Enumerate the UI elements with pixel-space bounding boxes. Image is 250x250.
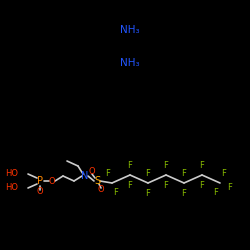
Text: NH₃: NH₃ (120, 58, 140, 68)
Text: F: F (146, 168, 150, 177)
Text: O: O (37, 188, 43, 196)
Text: F: F (227, 182, 232, 192)
Text: HO: HO (5, 184, 18, 192)
Text: F: F (128, 160, 132, 170)
Text: F: F (222, 169, 226, 178)
Text: N: N (81, 171, 89, 181)
Text: S: S (94, 176, 100, 186)
Text: O: O (49, 176, 55, 186)
Text: F: F (114, 188, 118, 197)
Text: F: F (182, 188, 186, 198)
Text: F: F (106, 169, 110, 178)
Text: O: O (98, 186, 104, 194)
Text: F: F (214, 188, 218, 197)
Text: P: P (37, 176, 43, 186)
Text: F: F (182, 168, 186, 177)
Text: F: F (164, 160, 168, 170)
Text: F: F (128, 180, 132, 190)
Text: F: F (200, 180, 204, 190)
Text: NH₃: NH₃ (120, 25, 140, 35)
Text: F: F (200, 160, 204, 170)
Text: O: O (89, 168, 95, 176)
Text: F: F (164, 180, 168, 190)
Text: HO: HO (5, 170, 18, 178)
Text: F: F (146, 188, 150, 198)
